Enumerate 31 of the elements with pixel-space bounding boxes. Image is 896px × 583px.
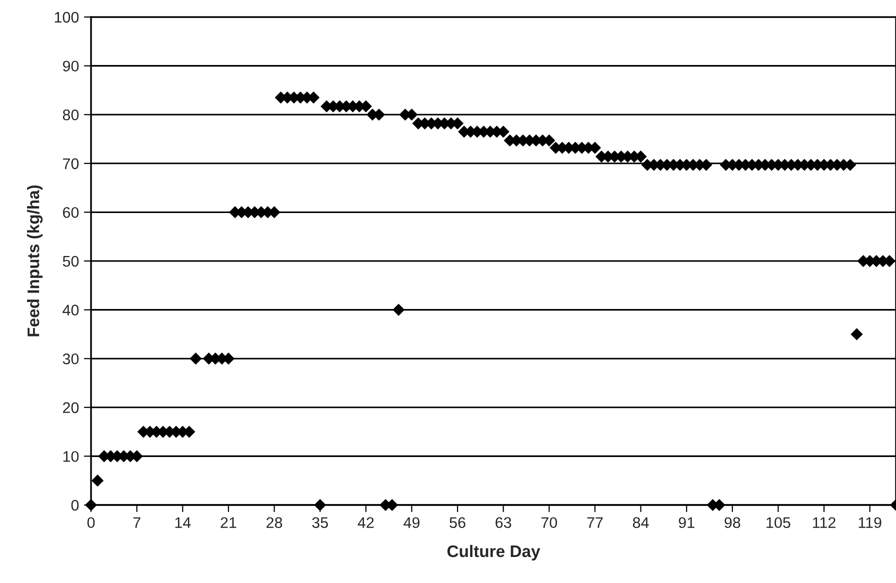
x-tick-label: 35 bbox=[312, 517, 328, 528]
y-tick-label: 10 bbox=[63, 451, 79, 462]
y-tick-label: 50 bbox=[62, 256, 79, 267]
y-tick-label: 90 bbox=[62, 60, 79, 72]
x-tick-label: 14 bbox=[175, 517, 191, 528]
x-tick-label: 112 bbox=[812, 517, 836, 528]
y-tick-label: 40 bbox=[62, 304, 79, 316]
x-tick-label: 7 bbox=[133, 517, 140, 528]
y-axis-title: Feed Inputs (kg/ha) bbox=[27, 185, 43, 336]
x-tick-label: 98 bbox=[724, 517, 740, 528]
x-tick-label: 91 bbox=[678, 517, 694, 528]
x-tick-label: 63 bbox=[496, 517, 512, 528]
x-tick-label: 70 bbox=[541, 517, 558, 528]
y-tick-label: 100 bbox=[54, 12, 79, 23]
x-tick-label: 77 bbox=[587, 517, 603, 528]
x-tick-label: 42 bbox=[358, 517, 374, 528]
x-axis-title: Culture Day bbox=[447, 544, 540, 560]
y-tick-label: 80 bbox=[62, 109, 79, 120]
x-tick-label: 56 bbox=[450, 517, 466, 528]
x-tick-label: 0 bbox=[87, 517, 95, 528]
y-tick-label: 0 bbox=[71, 500, 79, 511]
x-tick-label: 119 bbox=[858, 517, 882, 528]
x-tick-label: 21 bbox=[220, 517, 236, 528]
x-tick-label: 28 bbox=[266, 517, 282, 528]
x-tick-label: 49 bbox=[404, 517, 420, 528]
y-tick-label: 30 bbox=[62, 353, 79, 364]
y-tick-label: 60 bbox=[63, 207, 79, 218]
y-tick-label: 70 bbox=[63, 158, 79, 170]
x-tick-label: 105 bbox=[766, 517, 790, 528]
x-tick-label: 84 bbox=[632, 517, 649, 528]
y-tick-label: 20 bbox=[63, 402, 79, 414]
